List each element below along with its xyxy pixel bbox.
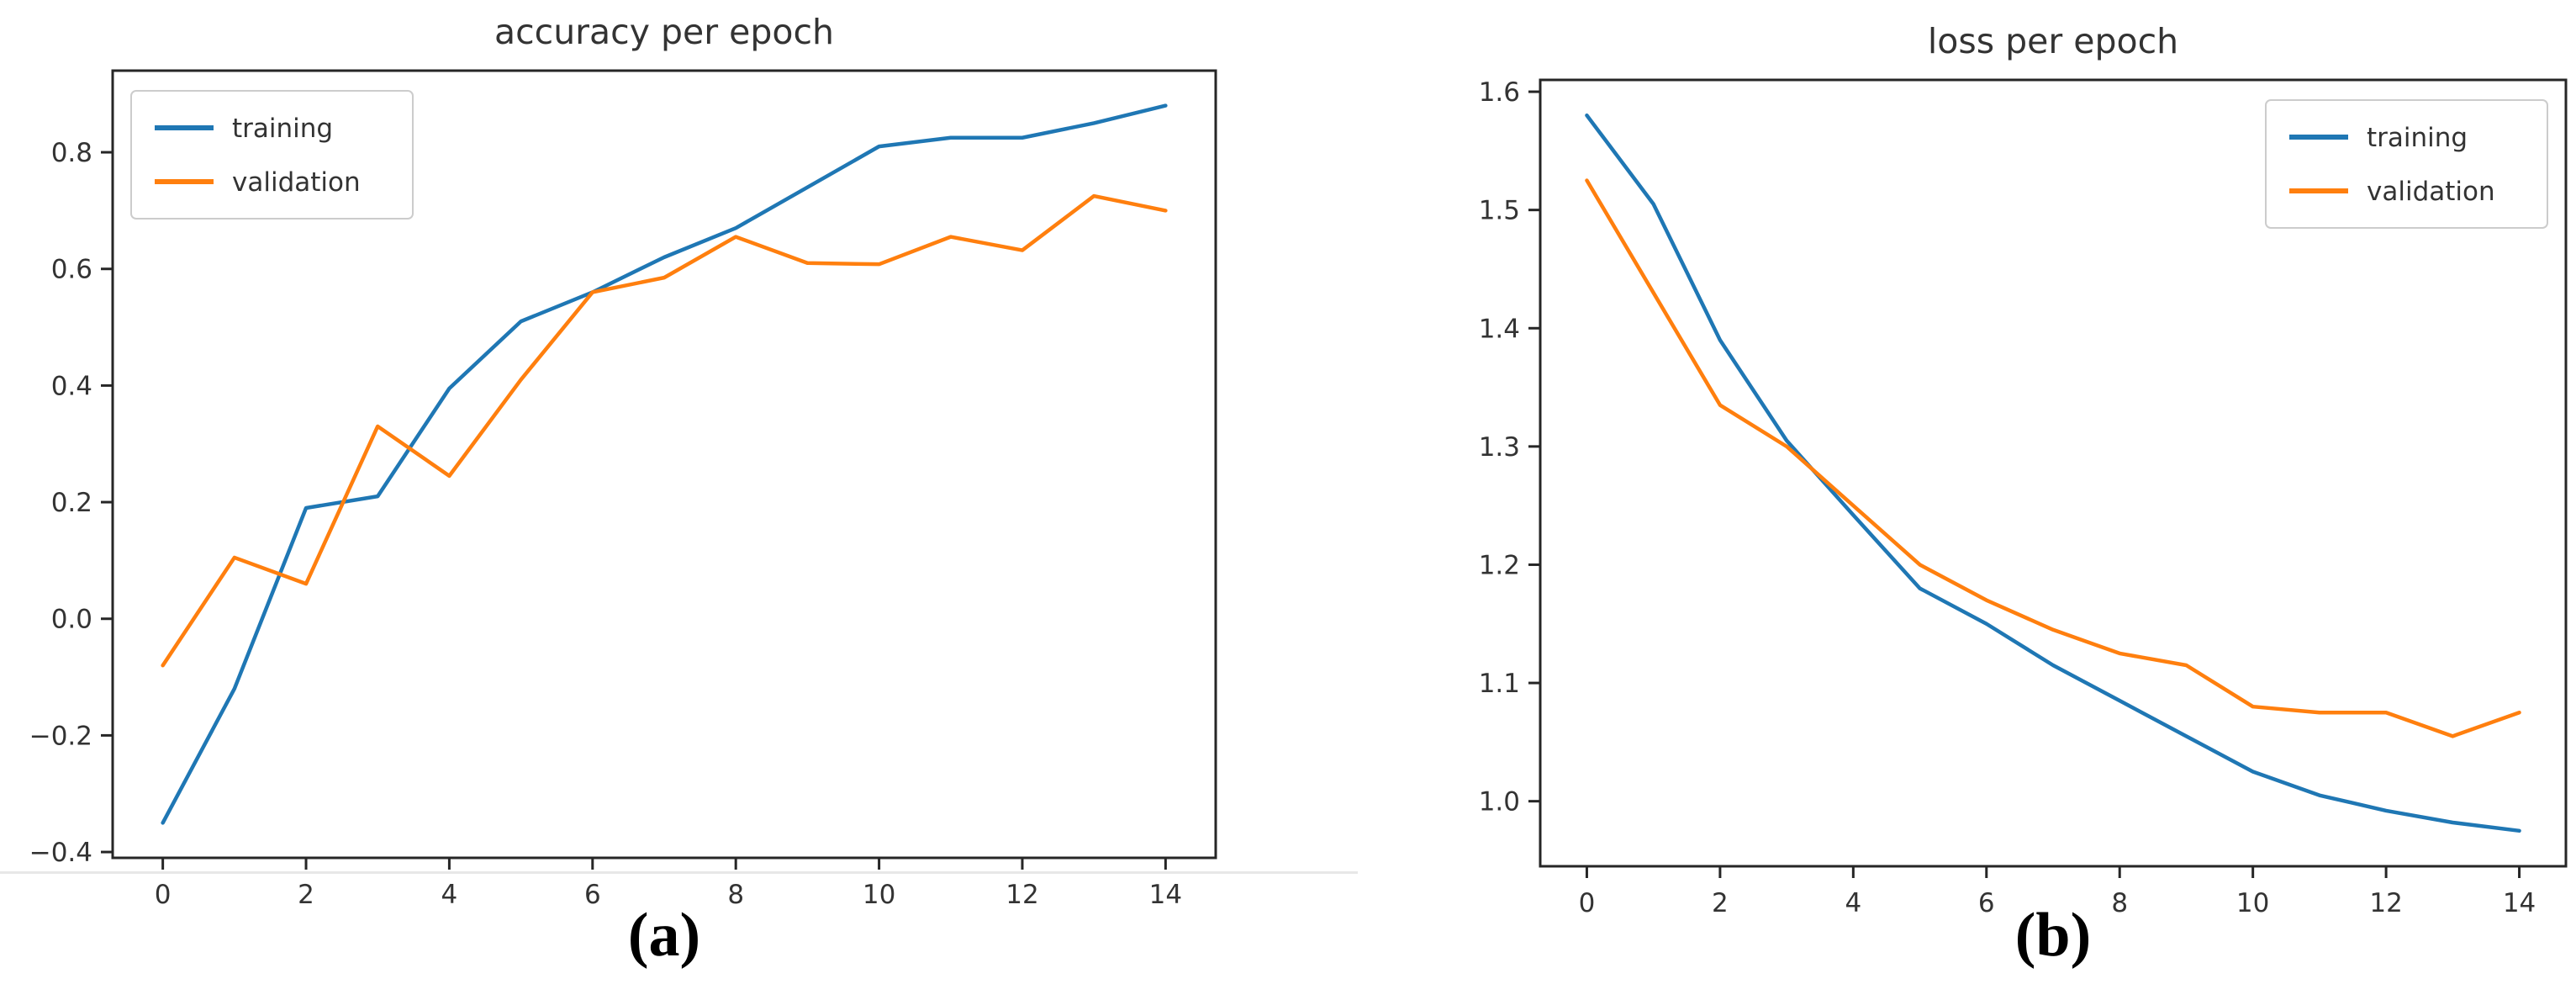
x-tick-label: 8 <box>2111 888 2128 918</box>
x-tick-label: 2 <box>298 880 314 910</box>
y-tick-label: −0.2 <box>29 721 92 751</box>
loss-chart: 0 2 4 6 8 10 12 14 1.0 1.1 1.2 1.3 1.4 1.5 1.6 loss per… <box>1479 21 2568 918</box>
separator-line <box>0 871 1358 874</box>
y-tick-label: 1.5 <box>1479 196 1520 226</box>
y-tick-label: 1.1 <box>1479 669 1520 699</box>
y-tick-label: 0.8 <box>51 138 92 168</box>
accuracy-chart: 0 2 4 6 8 10 12 14 −0.4 −0.2 0.0 0.2 0.4 0.6 0.8 accura… <box>29 12 1217 910</box>
legend-label-training: training <box>232 114 333 144</box>
y-tick-label: 0.4 <box>51 371 92 401</box>
x-tick-label: 14 <box>1149 880 1182 910</box>
x-tick-label: 14 <box>2503 888 2536 918</box>
y-tick-label: 1.3 <box>1479 432 1520 463</box>
legend-label-validation: validation <box>2367 177 2495 207</box>
subfigure-label-b: (b) <box>2014 901 2092 970</box>
x-tick-label: 6 <box>584 880 601 910</box>
x-tick-label: 4 <box>441 880 458 910</box>
loss-validation-line <box>1585 178 2521 738</box>
x-tick-label: 10 <box>2236 888 2269 918</box>
y-tick-label: 0.6 <box>51 255 92 285</box>
x-tick-label: 12 <box>1006 880 1038 910</box>
x-tick-label: 4 <box>1845 888 1861 918</box>
plot-border <box>1539 78 2568 868</box>
legend-label-training: training <box>2367 123 2468 153</box>
y-tick-label: 1.2 <box>1479 550 1520 580</box>
x-tick-label: 0 <box>155 880 172 910</box>
plot-border <box>111 69 1217 860</box>
legend-box <box>130 90 414 220</box>
x-tick-label: 6 <box>1978 888 1995 918</box>
y-tick-label: 0.0 <box>51 605 92 635</box>
y-tick-label: 1.0 <box>1479 787 1520 817</box>
y-tick-label: −0.4 <box>29 838 92 868</box>
y-tick-label: 0.2 <box>51 488 92 518</box>
subfigure-label-a: (a) <box>627 901 701 970</box>
subfigure-a: 0 2 4 6 8 10 12 14 −0.4 −0.2 0.0 0.2 0.4 0.6 0.8 accura… <box>29 12 1217 910</box>
loss-training-line <box>1585 113 2521 833</box>
x-tick-label: 12 <box>2369 888 2402 918</box>
legend-box <box>2265 99 2548 229</box>
y-tick-label: 1.4 <box>1479 314 1520 344</box>
y-tick-label: 1.6 <box>1479 77 1520 108</box>
x-tick-label: 8 <box>727 880 744 910</box>
chart-title: loss per epoch <box>1928 21 2178 61</box>
x-tick-label: 2 <box>1712 888 1729 918</box>
legend-label-validation: validation <box>232 167 361 198</box>
x-tick-label: 0 <box>1579 888 1596 918</box>
accuracy-plot: 0 2 4 6 8 10 12 14 −0.4 −0.2 0.0 0.2 0.4 0.6 0.8 accura… <box>29 12 1217 910</box>
loss-plot: 0 2 4 6 8 10 12 14 1.0 1.1 1.2 1.3 1.4 1.5 1.6 loss per… <box>1479 21 2568 918</box>
x-tick-label: 10 <box>863 880 895 910</box>
accuracy-validation-line <box>161 193 1168 668</box>
chart-title: accuracy per epoch <box>494 12 834 52</box>
accuracy-training-line <box>161 103 1168 825</box>
subfigure-b: 0 2 4 6 8 10 12 14 1.0 1.1 1.2 1.3 1.4 1.5 1.6 loss per… <box>1312 0 2576 984</box>
